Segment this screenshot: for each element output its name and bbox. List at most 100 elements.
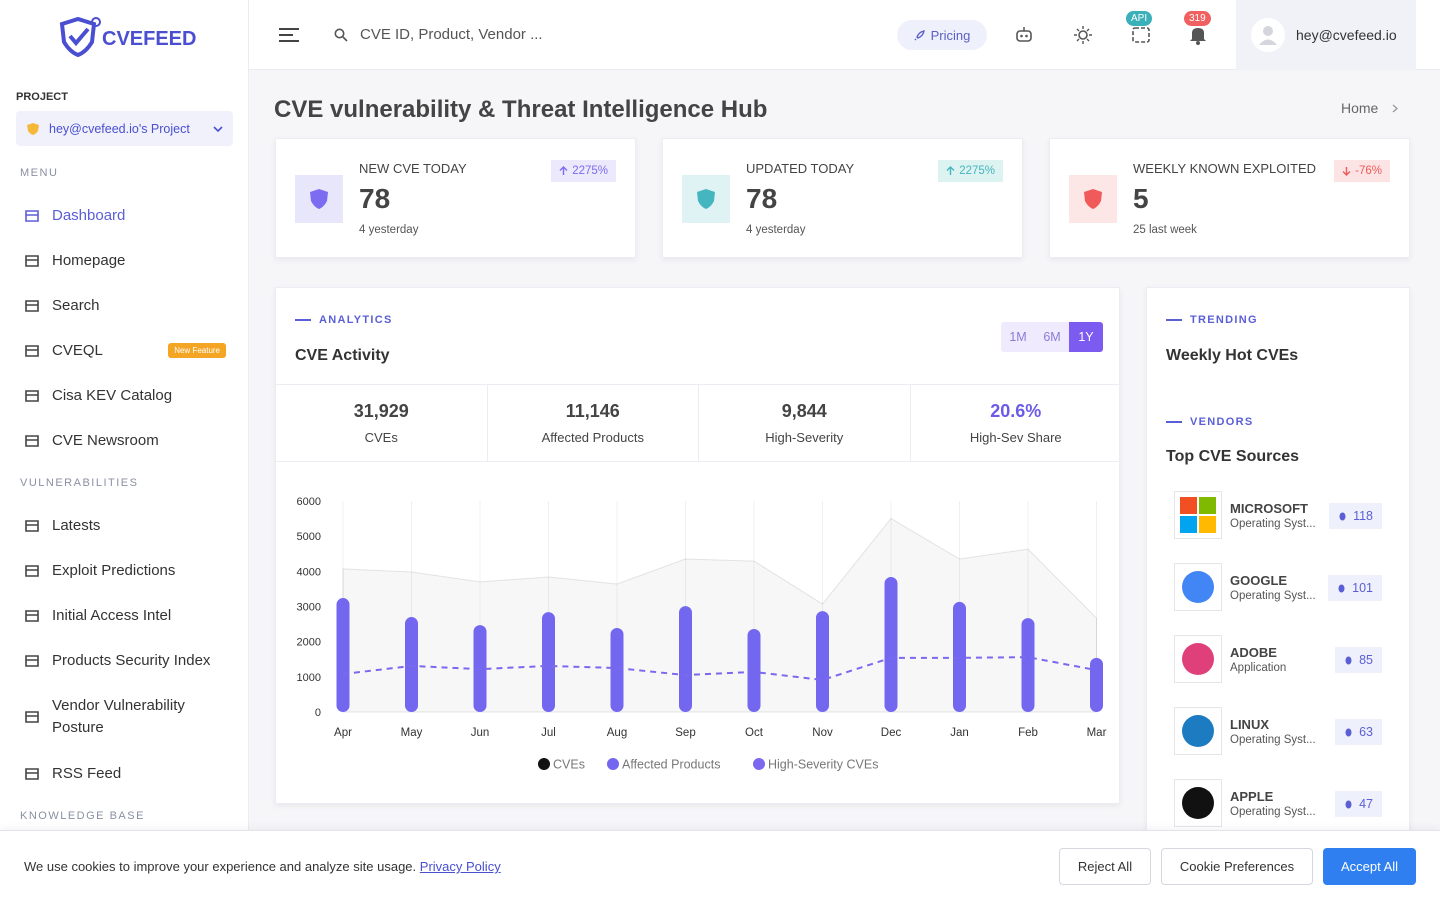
bar	[1021, 618, 1035, 712]
user-email: hey@cvefeed.io	[1296, 27, 1397, 43]
logo-svg	[1182, 571, 1214, 603]
arrow-shape	[1342, 167, 1351, 176]
menu-toggle[interactable]	[279, 27, 299, 43]
card-title: Top CVE Sources	[1166, 448, 1300, 465]
count-label: 63	[1359, 725, 1373, 739]
bug-shape	[1345, 656, 1352, 665]
sidebar: CVEFEED PROJECT hey@cvefeed.io's Project…	[0, 0, 249, 900]
stat-icon	[682, 175, 730, 223]
logo-square	[1199, 497, 1216, 514]
nav-item[interactable]: Exploit Predictions	[0, 548, 248, 593]
vendor-logo	[1174, 779, 1222, 827]
legend-label: Affected Products	[622, 758, 720, 772]
range-button[interactable]: 6M	[1035, 322, 1069, 352]
logo-svg	[1182, 787, 1214, 819]
nav-label: Homepage	[52, 251, 126, 269]
summary-item: 9,844 High-Severity	[698, 385, 910, 461]
api-icon[interactable]	[1131, 26, 1151, 44]
vendor-type: Operating Syst...	[1230, 806, 1316, 818]
nav-icon	[25, 767, 39, 780]
logo-shape	[1182, 787, 1214, 819]
summary-label: Affected Products	[541, 430, 644, 445]
avatar	[1251, 18, 1285, 52]
x-tick-label: Jan	[950, 727, 969, 739]
change-label: 2275%	[572, 165, 608, 177]
nav-icon	[25, 254, 39, 267]
vendor-type: Application	[1230, 662, 1287, 674]
vendor-name: ADOBE	[1230, 645, 1277, 660]
bug-icon	[1345, 656, 1352, 665]
x-tick-label: Nov	[812, 727, 833, 739]
nav-icon	[25, 609, 39, 622]
y-tick-label: 6000	[297, 496, 321, 508]
analytics-card: ANALYTICS CVE Activity 1M 6M 1Y 31,929 CVEs…	[275, 287, 1121, 804]
nav-item[interactable]: Homepage	[0, 238, 248, 283]
reject-button[interactable]: Reject All	[1059, 848, 1151, 885]
stat-card: WEEKLY KNOWN EXPLOITED 5 25 last week -76%	[1049, 138, 1410, 258]
bar	[405, 617, 418, 712]
legend-marker	[538, 758, 550, 770]
nav-label: CVE Newsroom	[52, 431, 159, 449]
bug-shape	[1338, 584, 1345, 593]
vendor-logo	[1174, 635, 1222, 683]
nav-item[interactable]: Latests	[0, 503, 248, 548]
section-title: KNOWLEDGE BASE	[20, 810, 145, 822]
summary-label: High-Sev Share	[969, 430, 1062, 445]
summary: 31,929 CVEs 11,146 Affected Products 9,844 Hi…	[276, 384, 1121, 462]
project-select[interactable]: hey@cvefeed.io's Project	[16, 111, 233, 146]
x-tick-label: Jul	[541, 727, 556, 739]
nav-item[interactable]: Initial Access Intel	[0, 593, 248, 638]
nav-item[interactable]: CVEQL New Feature	[0, 328, 248, 373]
range-button[interactable]: 1M	[1001, 322, 1035, 352]
theme-icon[interactable]	[1074, 26, 1092, 44]
preferences-button[interactable]: Cookie Preferences	[1161, 848, 1313, 885]
nav-item[interactable]: CVE Newsroom	[0, 418, 248, 463]
nav-item[interactable]: Cisa KEV Catalog	[0, 373, 248, 418]
bug-shape	[1339, 512, 1346, 521]
nav-item[interactable]: Vendor Vulnerability Posture	[0, 683, 248, 751]
icon-shape	[310, 189, 328, 209]
accept-button[interactable]: Accept All	[1323, 848, 1416, 885]
nav-badge: New Feature	[168, 343, 226, 358]
nav-item[interactable]: RSS Feed	[0, 751, 248, 796]
x-tick-label: Oct	[745, 727, 764, 739]
nav-item[interactable]: Products Security Index	[0, 638, 248, 683]
breadcrumb[interactable]: Home	[1341, 100, 1379, 116]
page-title: CVE vulnerability & Threat Intelligence …	[274, 96, 768, 123]
logo-svg	[1180, 497, 1216, 533]
range-button[interactable]: 1Y	[1069, 322, 1103, 352]
x-tick-label: Aug	[607, 727, 627, 739]
vendor-name: LINUX	[1230, 717, 1269, 732]
bug-icon	[1345, 800, 1352, 809]
privacy-link[interactable]: Privacy Policy	[419, 859, 501, 874]
logo-svg	[1182, 715, 1214, 747]
stat-card: NEW CVE TODAY 78 4 yesterday 2275%	[275, 138, 636, 258]
nav-item[interactable]: Dashboard	[0, 193, 248, 238]
logo-square	[1199, 516, 1216, 533]
arrow-shape	[946, 166, 955, 175]
search-icon	[334, 28, 348, 42]
vendor-type: Operating Syst...	[1230, 734, 1316, 746]
legend-label: CVEs	[553, 758, 585, 772]
user-menu[interactable]: hey@cvefeed.io	[1236, 0, 1416, 70]
stat-label: NEW CVE TODAY	[359, 161, 467, 176]
nav-label: Exploit Predictions	[52, 561, 176, 579]
stat-sub: 25 last week	[1133, 224, 1197, 236]
chevron	[213, 125, 223, 132]
bar	[610, 627, 624, 712]
summary-value: 9,844	[781, 401, 827, 421]
search-input[interactable]: CVE ID, Product, Vendor ...	[360, 26, 543, 43]
nav-item[interactable]: Search	[0, 283, 248, 328]
stat-value: 78	[359, 183, 391, 214]
stat-change: -76%	[1334, 160, 1390, 182]
icon-shape	[25, 209, 39, 222]
logo-shape	[1182, 571, 1214, 603]
icon-shape	[25, 609, 39, 622]
bot-icon[interactable]	[1015, 26, 1033, 42]
x-tick-label: Feb	[1018, 727, 1038, 739]
vendor-name: GOOGLE	[1230, 573, 1288, 588]
project-name: hey@cvefeed.io's Project	[49, 121, 190, 136]
bug-icon	[1339, 512, 1346, 521]
bell-icon[interactable]	[1189, 25, 1207, 45]
pricing-button[interactable]: Pricing	[897, 20, 987, 50]
